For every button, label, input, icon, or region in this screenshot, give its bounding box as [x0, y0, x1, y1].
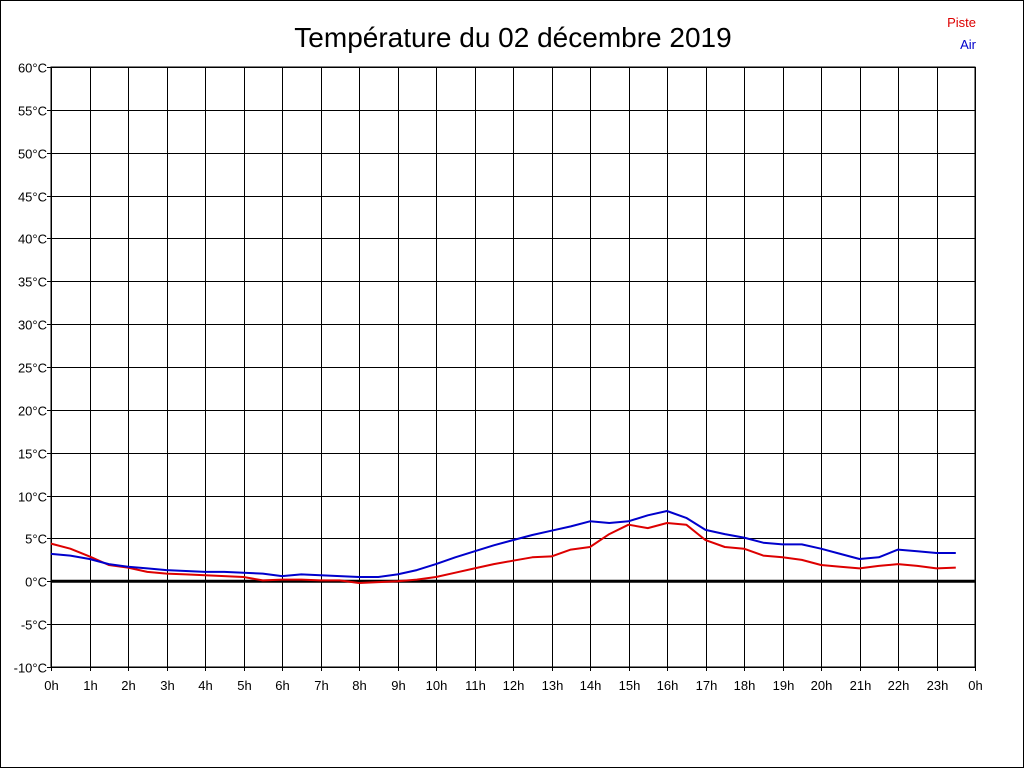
y-tick-label: 15°C — [18, 447, 47, 462]
y-tick-label: 20°C — [18, 404, 47, 419]
x-axis-ticks: 0h 1h 2h 3h 4h 5h 6h 7h 8h 9h 10h 11h 12h 13h 14h 15h 16… — [44, 678, 982, 693]
y-tick-label: 45°C — [18, 190, 47, 205]
series-line-piste — [50, 522, 956, 584]
x-tick-label: 7h — [314, 678, 328, 693]
x-tick-label: 8h — [352, 678, 366, 693]
x-tick-label: 16h — [657, 678, 679, 693]
x-tick-label: 2h — [121, 678, 135, 693]
x-tick-label: 23h — [927, 678, 949, 693]
x-tick-label: 14h — [580, 678, 602, 693]
x-tick-label: 22h — [888, 678, 910, 693]
x-tick-label: 21h — [850, 678, 872, 693]
y-axis-ticks: 60°C 55°C 50°C 45°C 40°C 35°C 30°C 25°C 20°C 15°C… — [14, 61, 47, 676]
x-tick-label: 20h — [811, 678, 833, 693]
x-tick-label: 10h — [426, 678, 448, 693]
x-tick-label: 6h — [275, 678, 289, 693]
x-tick-label: 11h — [465, 678, 486, 693]
y-tick-label: -10°C — [14, 661, 47, 676]
x-tick-label: 17h — [696, 678, 718, 693]
x-tick-label: 3h — [160, 678, 174, 693]
y-tick-label: 10°C — [18, 490, 47, 505]
y-tick-label: 0°C — [25, 575, 47, 590]
x-tick-label: 5h — [237, 678, 251, 693]
x-tick-label: 12h — [503, 678, 525, 693]
x-tick-label: 15h — [619, 678, 641, 693]
x-tick-label: 19h — [773, 678, 795, 693]
x-tick-label: 1h — [83, 678, 97, 693]
y-tick-label: 50°C — [18, 147, 47, 162]
y-tick-label: -5°C — [21, 618, 47, 633]
x-tick-label: 18h — [734, 678, 756, 693]
y-tick-label: 40°C — [18, 232, 47, 247]
grid — [47, 66, 976, 671]
y-tick-label: 5°C — [25, 532, 47, 547]
legend-entry-air: Air — [960, 37, 977, 52]
y-tick-label: 30°C — [18, 318, 47, 333]
series-lines — [50, 510, 956, 584]
x-tick-label: 0h — [968, 678, 982, 693]
x-tick-label: 4h — [198, 678, 212, 693]
legend: Piste Air — [947, 15, 977, 52]
x-tick-label: 9h — [391, 678, 405, 693]
series-line-air — [50, 510, 956, 578]
y-tick-label: 55°C — [18, 104, 47, 119]
x-tick-label: 0h — [44, 678, 58, 693]
y-tick-label: 35°C — [18, 275, 47, 290]
y-tick-label: 60°C — [18, 61, 47, 76]
y-tick-label: 25°C — [18, 361, 47, 376]
legend-entry-piste: Piste — [947, 15, 976, 30]
chart-title: Température du 02 décembre 2019 — [294, 22, 731, 53]
x-tick-label: 13h — [542, 678, 564, 693]
